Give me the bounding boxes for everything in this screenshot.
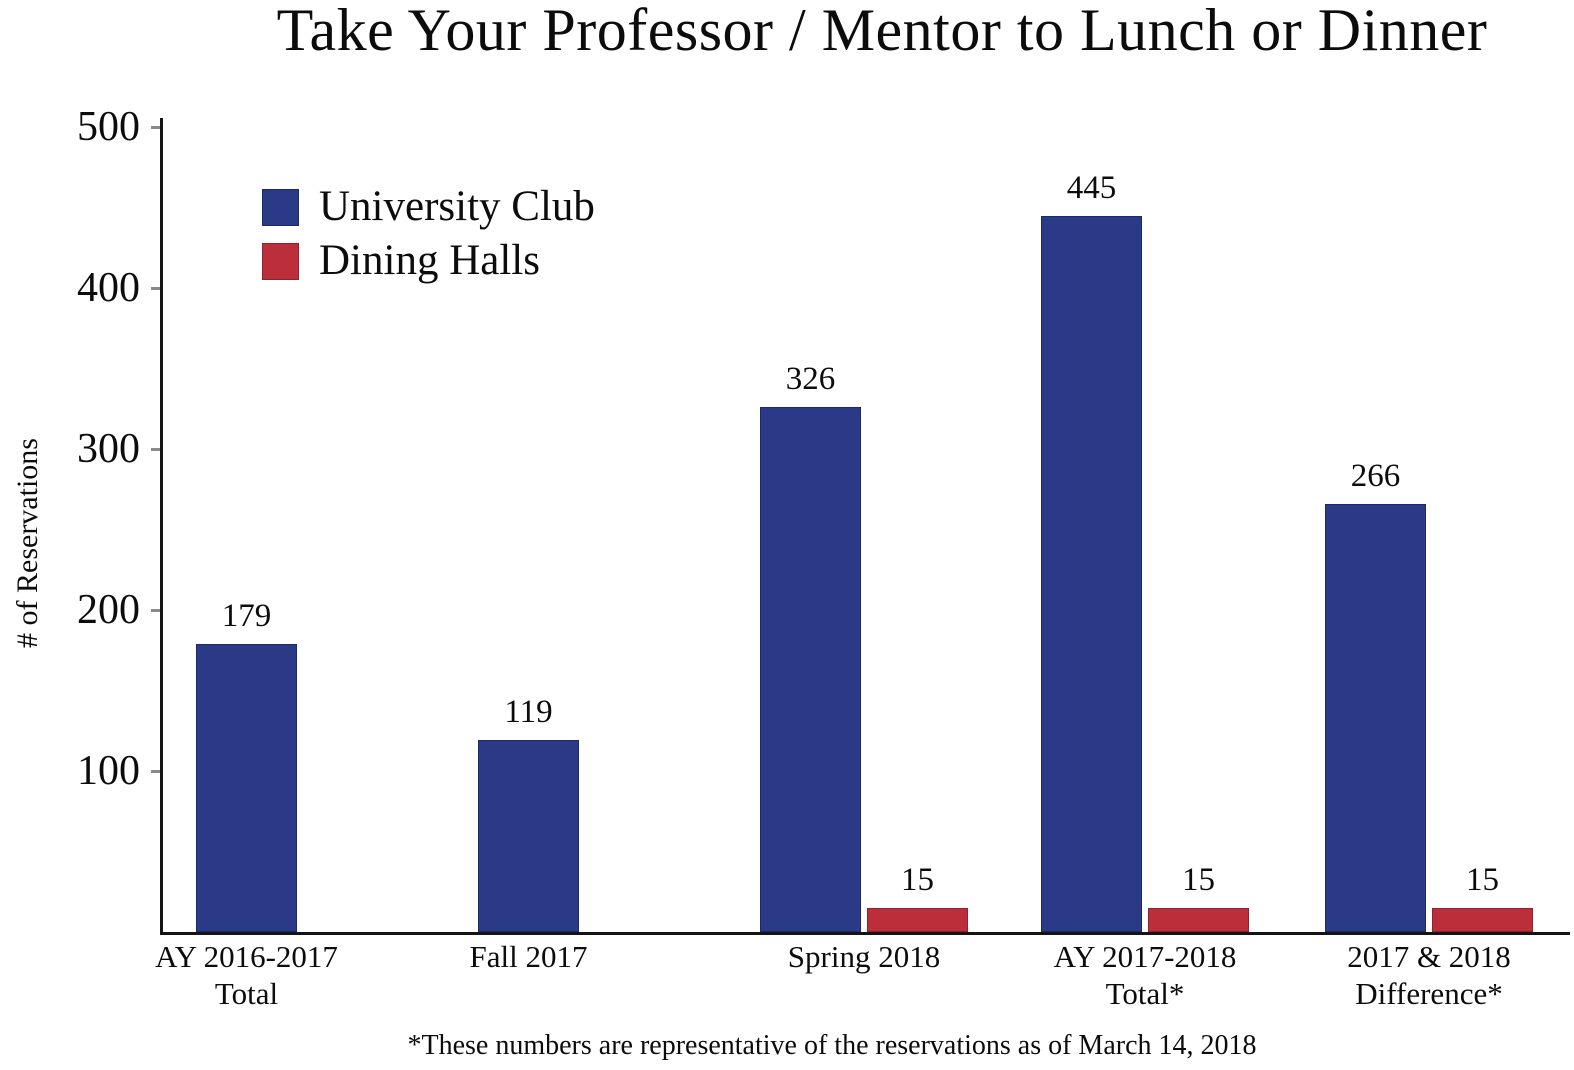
x-category-label-line: AY 2016-2017 <box>155 939 338 974</box>
chart-title: Take Your Professor / Mentor to Lunch or… <box>276 0 1488 63</box>
x-category-label-line: Total <box>214 976 279 1011</box>
legend-label-university-club: University Club <box>319 183 595 230</box>
x-category-label-ay-2017-2018: AY 2017-2018 Total* <box>985 938 1305 1012</box>
y-tick-mark <box>151 287 160 290</box>
bar-value-label: 119 <box>504 694 553 730</box>
y-axis-title: # of Reservations <box>11 438 44 648</box>
y-tick-label: 200 <box>77 587 140 633</box>
bar-value-label: 15 <box>1182 862 1215 898</box>
legend-label-dining-halls: Dining Halls <box>319 237 540 284</box>
legend-row-dining-halls: Dining Halls <box>262 234 595 288</box>
x-axis-line <box>160 932 1570 935</box>
x-category-label-line: Fall 2017 <box>469 939 588 974</box>
y-tick-label: 300 <box>77 426 140 472</box>
bar-dining-halls-ay-2017-2018 <box>1148 908 1249 932</box>
legend-swatch-dining-halls <box>262 242 299 280</box>
y-tick-label: 500 <box>77 104 140 150</box>
x-category-label-ay-2016-2017: AY 2016-2017 Total <box>87 938 407 1012</box>
bar-university-club-fall-2017 <box>478 740 579 932</box>
bar-value-label: 15 <box>901 862 934 898</box>
bar-university-club-spring-2018 <box>760 407 861 932</box>
bar-dining-halls-2017-2018 <box>1432 908 1533 932</box>
y-tick-label: 100 <box>77 748 140 794</box>
x-category-label-line: Total* <box>1105 976 1185 1011</box>
x-category-label-line: Difference* <box>1355 976 1503 1011</box>
x-category-label-line: Spring 2018 <box>787 939 941 974</box>
legend-row-university-club: University Club <box>262 180 595 234</box>
x-category-label-2017-2018: 2017 & 2018 Difference* <box>1269 938 1574 1012</box>
bar-university-club-2017-2018 <box>1325 504 1426 932</box>
legend-swatch-university-club <box>262 188 299 226</box>
bar-university-club-ay-2017-2018 <box>1041 216 1142 932</box>
footnote: *These numbers are representative of the… <box>407 1030 1257 1061</box>
bar-value-label: 326 <box>785 361 836 397</box>
y-tick-mark <box>151 448 160 451</box>
bar-university-club-ay-2016-2017 <box>196 644 297 932</box>
bar-dining-halls-spring-2018 <box>867 908 968 932</box>
y-tick-mark <box>151 770 160 773</box>
bar-value-label: 179 <box>221 598 272 634</box>
bar-value-label: 445 <box>1066 170 1117 206</box>
x-category-label-fall-2017: Fall 2017 <box>369 938 689 975</box>
bar-value-label: 15 <box>1466 862 1499 898</box>
y-tick-label: 400 <box>77 265 140 311</box>
y-tick-mark <box>151 126 160 129</box>
x-category-label-line: AY 2017-2018 <box>1053 939 1237 974</box>
y-axis-line <box>160 118 163 935</box>
legend: University Club Dining Halls <box>262 180 595 288</box>
bar-value-label: 266 <box>1350 458 1401 494</box>
y-tick-mark <box>151 609 160 612</box>
x-category-label-line: 2017 & 2018 <box>1347 939 1511 974</box>
x-category-label-spring-2018: Spring 2018 <box>704 938 1024 975</box>
